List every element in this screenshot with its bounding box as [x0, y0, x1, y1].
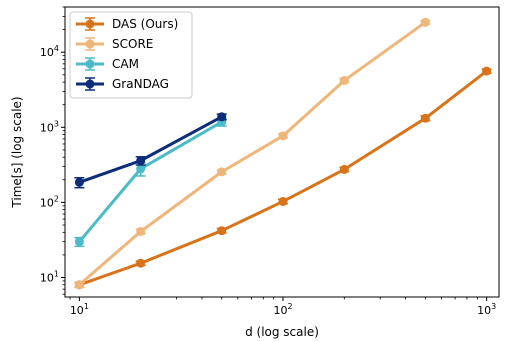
y-tick-exponent: 1 — [54, 270, 59, 279]
data-point — [136, 164, 146, 174]
legend: DAS (Ours) SCORE CAM GraNDAG — [69, 11, 193, 99]
series-line — [78, 21, 427, 286]
data-point — [74, 237, 84, 247]
series-group — [74, 66, 492, 290]
legend-label: DAS (Ours) — [112, 17, 178, 31]
legend-marker — [85, 79, 95, 89]
data-point — [278, 131, 288, 141]
y-tick-base: 10 — [40, 46, 54, 59]
legend-label: CAM — [112, 57, 139, 71]
legend-marker — [85, 59, 95, 69]
y-tick-exponent: 2 — [54, 194, 59, 203]
y-tick-exponent: 3 — [54, 119, 59, 128]
x-tick-base: 10 — [477, 304, 491, 317]
data-point — [136, 258, 146, 268]
data-point — [217, 226, 227, 236]
legend-item: SCORE — [76, 37, 153, 51]
series-line — [78, 115, 223, 184]
x-tick-exponent: 2 — [287, 302, 292, 311]
y-tick-exponent: 4 — [54, 44, 59, 53]
legend-box — [69, 11, 193, 99]
data-point — [339, 76, 349, 86]
series-layer — [74, 17, 492, 290]
y-tick-label: 101 — [40, 270, 59, 285]
legend-item: DAS (Ours) — [76, 17, 178, 31]
legend-marker — [85, 39, 95, 49]
data-point — [217, 167, 227, 177]
y-tick-base: 10 — [40, 121, 54, 134]
y-tick-label: 104 — [40, 44, 59, 59]
series-group — [74, 17, 431, 290]
legend-label: GraNDAG — [112, 77, 169, 91]
y-tick-base: 10 — [40, 272, 54, 285]
series-group — [74, 112, 227, 189]
plot-frame — [64, 6, 500, 298]
x-axis-ticks: 101 102 103 — [69, 297, 496, 317]
legend-item: CAM — [76, 57, 139, 71]
y-tick-label: 102 — [40, 194, 59, 209]
data-point — [482, 66, 492, 76]
data-point — [74, 177, 84, 187]
data-point — [136, 156, 146, 166]
x-tick-base: 10 — [273, 304, 287, 317]
data-point — [278, 196, 288, 206]
legend-item: GraNDAG — [76, 77, 169, 91]
data-point — [217, 112, 227, 122]
data-point — [339, 164, 349, 174]
data-point — [74, 280, 84, 290]
data-point — [420, 113, 430, 123]
x-axis-label: d (log scale) — [245, 325, 319, 339]
x-tick-label: 102 — [273, 302, 292, 317]
x-tick-exponent: 1 — [84, 302, 89, 311]
y-axis-label: Time[s] (log scale) — [10, 96, 24, 208]
y-tick-label: 103 — [40, 119, 59, 134]
x-tick-base: 10 — [70, 304, 84, 317]
x-tick-label: 101 — [70, 302, 89, 317]
x-tick-label: 103 — [477, 302, 496, 317]
data-point — [420, 17, 430, 27]
legend-marker — [85, 19, 95, 29]
series-line — [78, 69, 488, 287]
legend-label: SCORE — [112, 37, 153, 51]
x-tick-exponent: 3 — [491, 302, 496, 311]
data-point — [136, 226, 146, 236]
y-tick-base: 10 — [40, 196, 54, 209]
series-group — [74, 117, 227, 248]
